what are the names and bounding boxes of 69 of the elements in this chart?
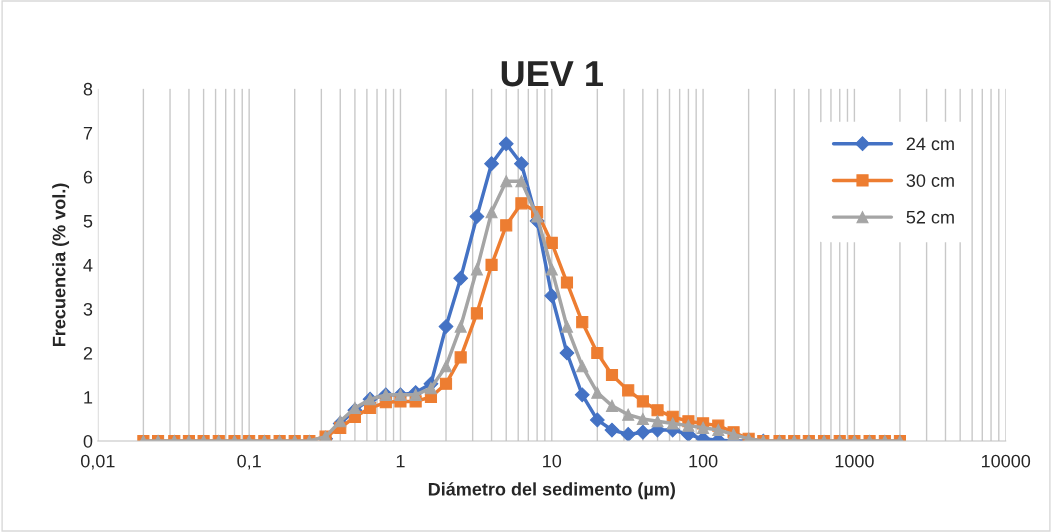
- point: [514, 156, 529, 172]
- y-tick-label: 8: [83, 82, 93, 96]
- point: [515, 175, 528, 188]
- point: [439, 360, 453, 373]
- point: [559, 345, 575, 361]
- point: [531, 210, 544, 223]
- point: [485, 258, 498, 272]
- point: [560, 276, 574, 289]
- point: [560, 320, 574, 333]
- point: [500, 175, 513, 188]
- point: [576, 316, 589, 329]
- y-tick-label: 0: [83, 434, 93, 448]
- x-tick-label: 0,01: [80, 454, 115, 470]
- point: [470, 263, 483, 276]
- point: [453, 270, 469, 286]
- point: [470, 307, 483, 320]
- y-tick-label: 7: [83, 126, 93, 140]
- x-tick-label: 1000: [835, 454, 874, 468]
- y-tick-label: 6: [83, 170, 93, 184]
- point: [591, 346, 604, 360]
- y-axis-title: Frecuencia (% vol.): [52, 183, 70, 346]
- point: [484, 156, 499, 172]
- y-tick-label: 3: [83, 302, 93, 316]
- point: [651, 415, 664, 428]
- point: [622, 408, 635, 421]
- y-tick-label: 5: [83, 215, 93, 228]
- point: [454, 320, 467, 333]
- point: [574, 387, 590, 403]
- x-tick-label: 100: [689, 454, 718, 468]
- point: [635, 424, 651, 440]
- point: [697, 421, 710, 434]
- point: [454, 351, 467, 364]
- legend-label: 52 cm: [906, 210, 954, 224]
- point: [438, 319, 454, 334]
- y-tick-label: 1: [84, 391, 93, 404]
- point: [682, 419, 695, 432]
- y-tick-label: 2: [83, 346, 93, 360]
- point: [334, 415, 347, 428]
- point: [712, 423, 725, 437]
- point: [498, 136, 514, 152]
- point: [485, 206, 498, 219]
- point: [605, 368, 619, 382]
- point: [589, 412, 605, 428]
- point: [651, 404, 664, 417]
- point: [622, 384, 635, 397]
- point: [576, 360, 589, 373]
- x-tick-label: 1: [396, 454, 405, 468]
- point: [604, 422, 620, 438]
- point: [666, 417, 679, 430]
- x-axis-title: Diámetro del sedimento (µm): [428, 482, 675, 500]
- point: [636, 395, 649, 408]
- point: [545, 236, 558, 249]
- x-tick-label: 0,1: [237, 454, 261, 470]
- legend-label: 30 cm: [906, 174, 954, 187]
- point: [544, 288, 560, 304]
- point: [424, 382, 438, 395]
- point: [469, 209, 485, 224]
- point: [515, 197, 528, 210]
- chart-title: UEV 1: [501, 61, 603, 87]
- point: [500, 219, 513, 232]
- x-tick-label: 10: [543, 454, 562, 468]
- y-tick-label: 4: [83, 259, 93, 272]
- point: [636, 412, 649, 426]
- point: [439, 377, 453, 390]
- point: [620, 427, 636, 442]
- legend-label: 24 cm: [906, 137, 954, 151]
- point: [545, 263, 558, 276]
- point: [605, 399, 619, 412]
- x-tick-label: 10000: [981, 454, 1031, 468]
